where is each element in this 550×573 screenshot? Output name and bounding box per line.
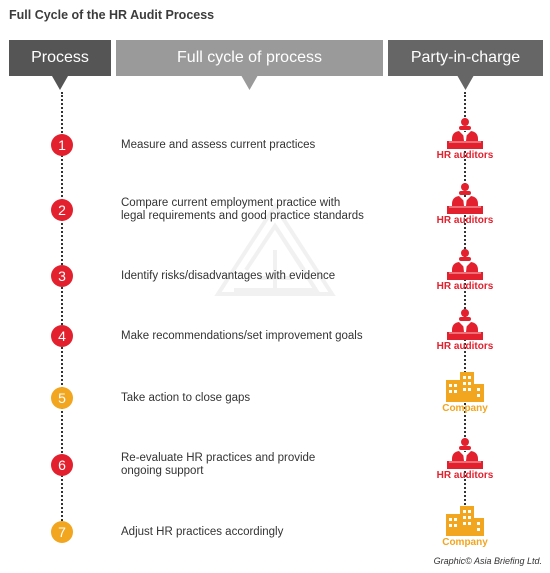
hr-auditor-icon (425, 182, 505, 214)
hr-auditor-icon (425, 117, 505, 149)
header-cycle-label: Full cycle of process (177, 49, 322, 66)
step-description-5: Take action to close gaps (121, 391, 251, 404)
hr-auditor-icon (425, 248, 505, 280)
party-4: HR auditors (425, 308, 505, 352)
step-description-7: Adjust HR practices accordingly (121, 525, 284, 538)
header-party: Party-in-charge (388, 40, 543, 90)
step-description-3: Identify risks/disadvantages with eviden… (121, 269, 336, 282)
party-3: HR auditors (425, 248, 505, 292)
party-label-3: HR auditors (436, 281, 494, 292)
hr-auditor-icon (425, 308, 505, 340)
company-building-icon (425, 504, 505, 536)
step-number-4: 4 (51, 325, 73, 347)
party-label-5: Company (442, 403, 488, 414)
header-cycle: Full cycle of process (116, 40, 383, 90)
party-label-7: Company (442, 537, 488, 548)
party-1: HR auditors (425, 117, 505, 161)
party-7: Company (425, 504, 505, 548)
step-description-6: Re-evaluate HR practices and provide ong… (121, 452, 316, 477)
party-label-1: HR auditors (436, 150, 494, 161)
logo-watermark-icon (214, 202, 336, 296)
diagram-title: Full Cycle of the HR Audit Process (9, 8, 215, 22)
step-description-2: Compare current employment practice with… (121, 197, 364, 222)
party-6: HR auditors (425, 437, 505, 481)
credit-text: Graphic© Asia Briefing Ltd. (433, 556, 542, 566)
step-description-1: Measure and assess current practices (121, 138, 316, 151)
party-2: HR auditors (425, 182, 505, 226)
step-number-6: 6 (51, 454, 73, 476)
step-number-2: 2 (51, 199, 73, 221)
process-connector-line (61, 92, 63, 532)
company-building-icon (425, 370, 505, 402)
header-process-label: Process (31, 49, 89, 66)
step-number-5: 5 (51, 387, 73, 409)
header-process: Process (9, 40, 111, 90)
step-number-7: 7 (51, 521, 73, 543)
hr-auditor-icon (425, 437, 505, 469)
header-party-label: Party-in-charge (410, 49, 521, 66)
party-label-6: HR auditors (436, 470, 494, 481)
step-description-4: Make recommendations/set improvement goa… (121, 329, 363, 342)
step-number-1: 1 (51, 134, 73, 156)
party-label-4: HR auditors (436, 341, 494, 352)
party-5: Company (425, 370, 505, 414)
step-number-3: 3 (51, 265, 73, 287)
party-label-2: HR auditors (436, 215, 494, 226)
